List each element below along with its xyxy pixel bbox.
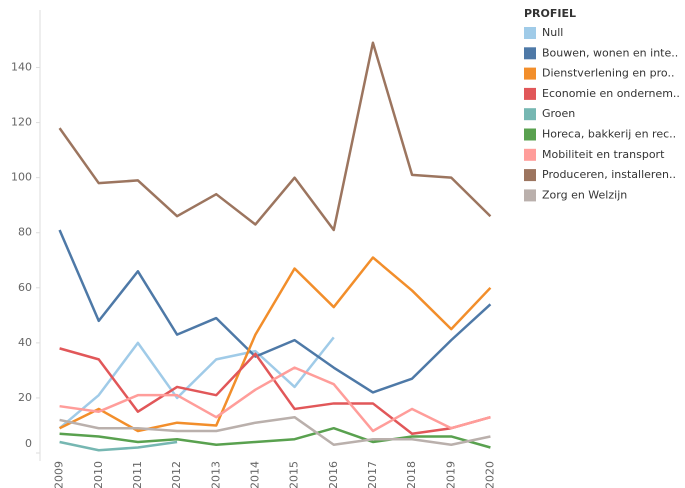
legend-label: Zorg en Welzijn xyxy=(542,188,627,201)
x-tick-label: 2010 xyxy=(92,461,105,488)
line-series xyxy=(59,366,491,433)
line-series xyxy=(58,41,492,232)
line-series xyxy=(59,347,491,435)
legend-title: PROFIEL xyxy=(524,7,576,20)
y-tick-label: 100 xyxy=(11,171,32,184)
legend-label: Economie en ondernem.. xyxy=(542,87,680,100)
legend-label: Null xyxy=(542,26,563,39)
legend-swatch xyxy=(524,128,536,141)
y-tick-label: 80 xyxy=(18,226,32,239)
legend-label: Mobiliteit en transport xyxy=(542,148,665,161)
y-tick-label: 60 xyxy=(18,281,32,294)
y-tick-label: 40 xyxy=(18,336,32,349)
x-tick-label: 2019 xyxy=(444,461,457,488)
line-series xyxy=(59,415,491,446)
x-tick-label: 2020 xyxy=(483,461,496,488)
x-tick-label: 2017 xyxy=(366,461,379,488)
legend-swatch xyxy=(524,189,536,202)
legend-swatch xyxy=(524,67,536,80)
legend-swatch xyxy=(524,108,536,121)
x-tick-label: 2018 xyxy=(405,461,418,488)
x-tick-label: 2016 xyxy=(327,461,340,488)
legend-label: Bouwen, wonen en inte.. xyxy=(542,46,678,59)
legend-label: Produceren, installeren.. xyxy=(542,168,676,181)
legend-label: Horeca, bakkerij en rec.. xyxy=(542,128,676,141)
line-series xyxy=(59,426,491,449)
legend-label: Groen xyxy=(542,107,575,120)
x-tick-label: 2009 xyxy=(53,461,66,488)
y-tick-label: 20 xyxy=(18,391,32,404)
y-tick-label: 140 xyxy=(11,61,32,74)
x-tick-label: 2011 xyxy=(131,461,144,488)
x-tick-label: 2015 xyxy=(288,461,301,488)
y-tick-label: 0 xyxy=(25,437,32,450)
legend-swatch xyxy=(524,87,536,100)
legend-swatch xyxy=(524,27,536,39)
line-series xyxy=(58,336,335,430)
y-tick-label: 120 xyxy=(11,116,32,129)
legend-swatch xyxy=(524,148,536,161)
line-series xyxy=(59,256,492,433)
x-tick-label: 2012 xyxy=(170,461,183,488)
x-tick-label: 2013 xyxy=(209,461,222,488)
line-series xyxy=(58,229,492,394)
line-series xyxy=(59,440,178,452)
legend-swatch xyxy=(524,169,536,182)
legend-label: Dienstverlening en pro.. xyxy=(542,67,674,80)
legend-swatch xyxy=(524,47,536,60)
x-tick-label: 2014 xyxy=(248,461,261,488)
